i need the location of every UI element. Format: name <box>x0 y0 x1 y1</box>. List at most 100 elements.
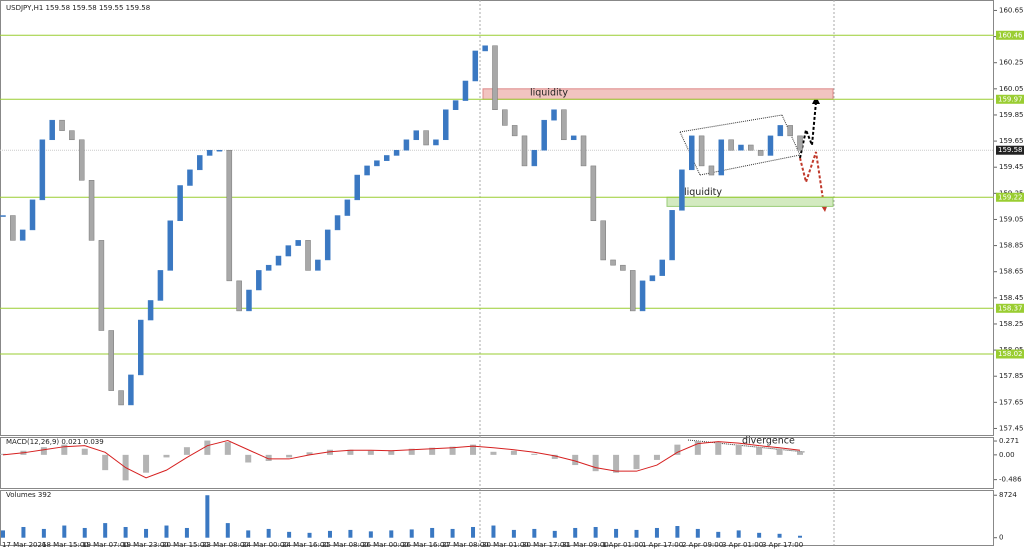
candle <box>708 165 715 176</box>
x-tick-label: 31 Mar 09:00 <box>562 541 609 549</box>
macd-bar <box>613 454 620 473</box>
volume-bar <box>62 525 67 538</box>
volume-bar <box>307 532 312 538</box>
candle <box>561 109 567 141</box>
candle <box>492 45 498 110</box>
macd-bar <box>633 454 640 470</box>
y-tick-label: 160.25 <box>999 59 1024 67</box>
y-tick-label: 0.271 <box>999 437 1019 445</box>
candle <box>256 270 262 291</box>
y-tick-label: 158.65 <box>999 268 1024 276</box>
x-tick-label: 24 Mar 16:00 <box>282 541 329 549</box>
level-tag <box>996 349 1024 359</box>
volume-bar <box>736 530 741 538</box>
volume-bar <box>287 531 292 538</box>
candle <box>19 229 26 241</box>
zone-label: liquidity <box>530 87 568 98</box>
candle <box>590 165 597 222</box>
volume-bar <box>552 530 557 538</box>
candle <box>275 255 282 266</box>
y-tick-label: 160.05 <box>999 85 1024 93</box>
candle <box>502 109 508 126</box>
candle <box>236 280 242 312</box>
volume-bar <box>716 531 721 538</box>
candle <box>433 139 439 146</box>
candle <box>610 259 616 266</box>
volume-bar <box>654 527 659 538</box>
y-tick-label: 157.85 <box>999 372 1024 380</box>
drawings <box>479 0 835 545</box>
y-tick-label: 0.00 <box>999 451 1015 459</box>
candle <box>777 125 784 137</box>
macd-bar <box>388 450 395 455</box>
candle <box>59 119 65 131</box>
candle <box>443 109 449 141</box>
zone-label: liquidity <box>684 187 722 198</box>
candle <box>393 149 400 156</box>
candle <box>718 139 725 176</box>
candle <box>324 229 331 261</box>
x-tick-label: 19 Mar 23:00 <box>122 541 169 549</box>
x-tick-label: 30 Mar 17:00 <box>522 541 569 549</box>
candle <box>639 280 646 312</box>
last-price-tag <box>996 145 1024 155</box>
macd-title: MACD(12,26,9) 0.021 0.039 <box>6 438 104 446</box>
y-tick-label: 159.05 <box>999 215 1024 223</box>
candle <box>689 135 695 171</box>
macd-bar <box>306 452 313 455</box>
candle <box>108 330 114 391</box>
y-tick-label: 0 <box>999 534 1003 542</box>
volume-bar <box>675 526 680 538</box>
candle <box>757 149 764 156</box>
candle <box>511 125 518 137</box>
candle <box>462 80 469 101</box>
macd-bar <box>470 444 477 455</box>
candle <box>541 119 547 151</box>
y-tick-label: 158.45 <box>999 294 1024 302</box>
candle <box>78 139 85 181</box>
macd-bar <box>510 450 517 455</box>
macd-bar <box>183 447 190 455</box>
candle <box>29 199 36 231</box>
candle <box>728 139 734 151</box>
candle <box>600 220 606 261</box>
liquidity-zone <box>666 196 834 207</box>
volume-bar <box>348 529 353 538</box>
volume-bar <box>327 530 332 538</box>
volume-bar <box>634 529 639 538</box>
volume-bar <box>1 530 5 538</box>
candle <box>580 135 587 167</box>
candle <box>118 390 124 406</box>
x-tick-label: 1 Apr 17:00 <box>642 541 683 549</box>
volume-bar <box>103 523 108 538</box>
candle <box>629 270 636 312</box>
macd-bar <box>81 448 88 455</box>
signal-line <box>2 440 801 479</box>
macd-bar <box>674 444 681 455</box>
macd-bar <box>756 447 763 455</box>
volume-bar <box>409 529 414 538</box>
volume-bar <box>593 526 598 538</box>
volume-bar <box>144 528 149 538</box>
y-tick-label: 157.65 <box>999 398 1024 406</box>
candle <box>620 264 626 271</box>
level-tag <box>996 192 1024 202</box>
candle <box>216 149 223 152</box>
candle <box>403 139 410 151</box>
candle <box>551 109 557 121</box>
macd-bar <box>61 444 68 455</box>
macd-bar <box>347 449 354 455</box>
x-tick-label: 25 Mar 08:00 <box>322 541 369 549</box>
volume-bar <box>82 527 87 538</box>
y-tick-label: 159.85 <box>999 111 1024 119</box>
x-tick-label: 27 Mar 08:00 <box>442 541 489 549</box>
macd-bar <box>40 447 47 455</box>
candle <box>49 119 55 141</box>
candle <box>364 165 370 176</box>
candle <box>649 275 656 282</box>
macd-bar <box>245 454 252 463</box>
candle <box>157 270 164 301</box>
x-tick-label: 26 Mar 16:00 <box>402 541 449 549</box>
y-tick-label: 159.45 <box>999 163 1024 171</box>
